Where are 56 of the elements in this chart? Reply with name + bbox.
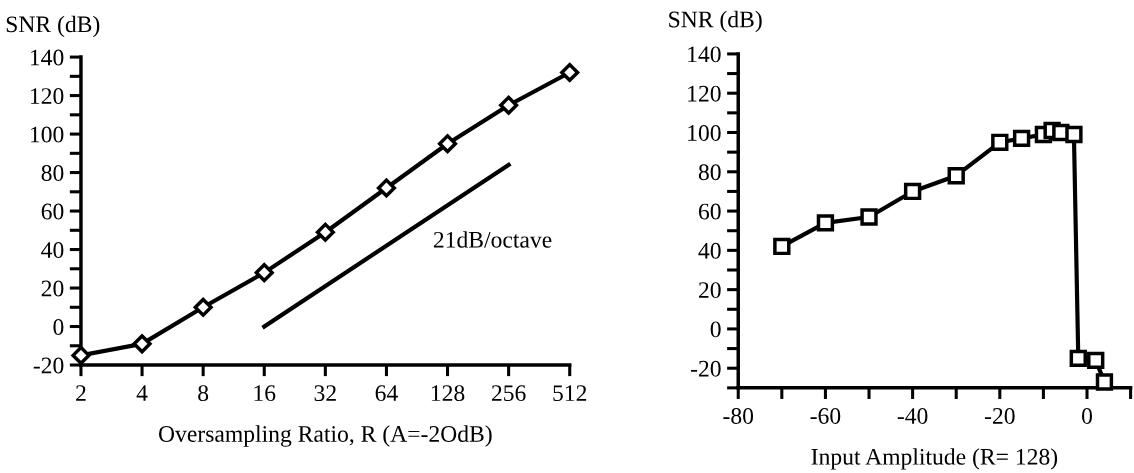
y-tick-label: 0 [53,319,64,335]
point [1065,125,1083,144]
y-tick-label: 60 [41,203,64,220]
x-tick-label: 16 [254,385,276,402]
x-tick-label: 256 [491,385,526,402]
y-tick-label: -20 [33,357,64,374]
x-tick-label: 64 [375,385,398,402]
point [132,334,152,354]
point [437,134,458,154]
x-tick-label: 512 [553,385,587,402]
y-axis-title: SNR (dB) [669,10,762,33]
point [315,222,335,242]
y-tick-label: 60 [698,203,721,220]
x-tick-label: -40 [897,407,928,424]
y-axis-title: SNR (dB) [6,15,100,38]
y-tick-label: 20 [41,280,64,297]
y-tick-label: 40 [41,242,64,258]
point [860,208,878,226]
y-tick-label: 100 [688,124,721,141]
point [1087,351,1105,370]
point [376,178,397,198]
point [991,133,1009,151]
point [1012,129,1031,148]
point [816,214,835,232]
y-tick-label: 80 [698,164,721,181]
point [1069,349,1087,368]
point [254,263,274,283]
y-tick-label: 80 [41,165,64,181]
y-tick-label: 0 [710,321,721,338]
point [947,167,965,185]
point [560,62,580,83]
point [903,182,922,201]
y-tick-label: 120 [688,85,721,102]
x-tick-label: 8 [198,385,209,402]
y-tick-label: 20 [698,282,721,299]
x-tick-label: -60 [810,407,841,424]
x-tick-label: 32 [314,385,336,402]
y-tick-label: 40 [698,242,721,259]
point [193,297,213,317]
point [499,95,519,115]
x-tick-label: -20 [984,407,1015,424]
y-tick-label: 120 [30,88,64,105]
y-tick-label: -20 [690,360,721,377]
x-tick-label: -80 [723,407,754,424]
x-tick-label: 2 [76,385,86,401]
y-tick-label: 140 [688,46,721,63]
point [773,237,791,256]
point [1095,373,1114,391]
x-axis-title: Input Amplitude (R= 128) [811,448,1058,470]
x-axis-title: Oversampling Ratio, R (A=-2OdB) [158,425,492,447]
x-tick-label: 0 [1082,407,1092,424]
annotation: 21dB/octave [433,231,552,248]
x-tick-label: 4 [136,385,148,401]
y-tick-label: 140 [30,49,64,66]
y-tick-label: 100 [30,126,64,143]
x-tick-label: 128 [431,385,465,402]
